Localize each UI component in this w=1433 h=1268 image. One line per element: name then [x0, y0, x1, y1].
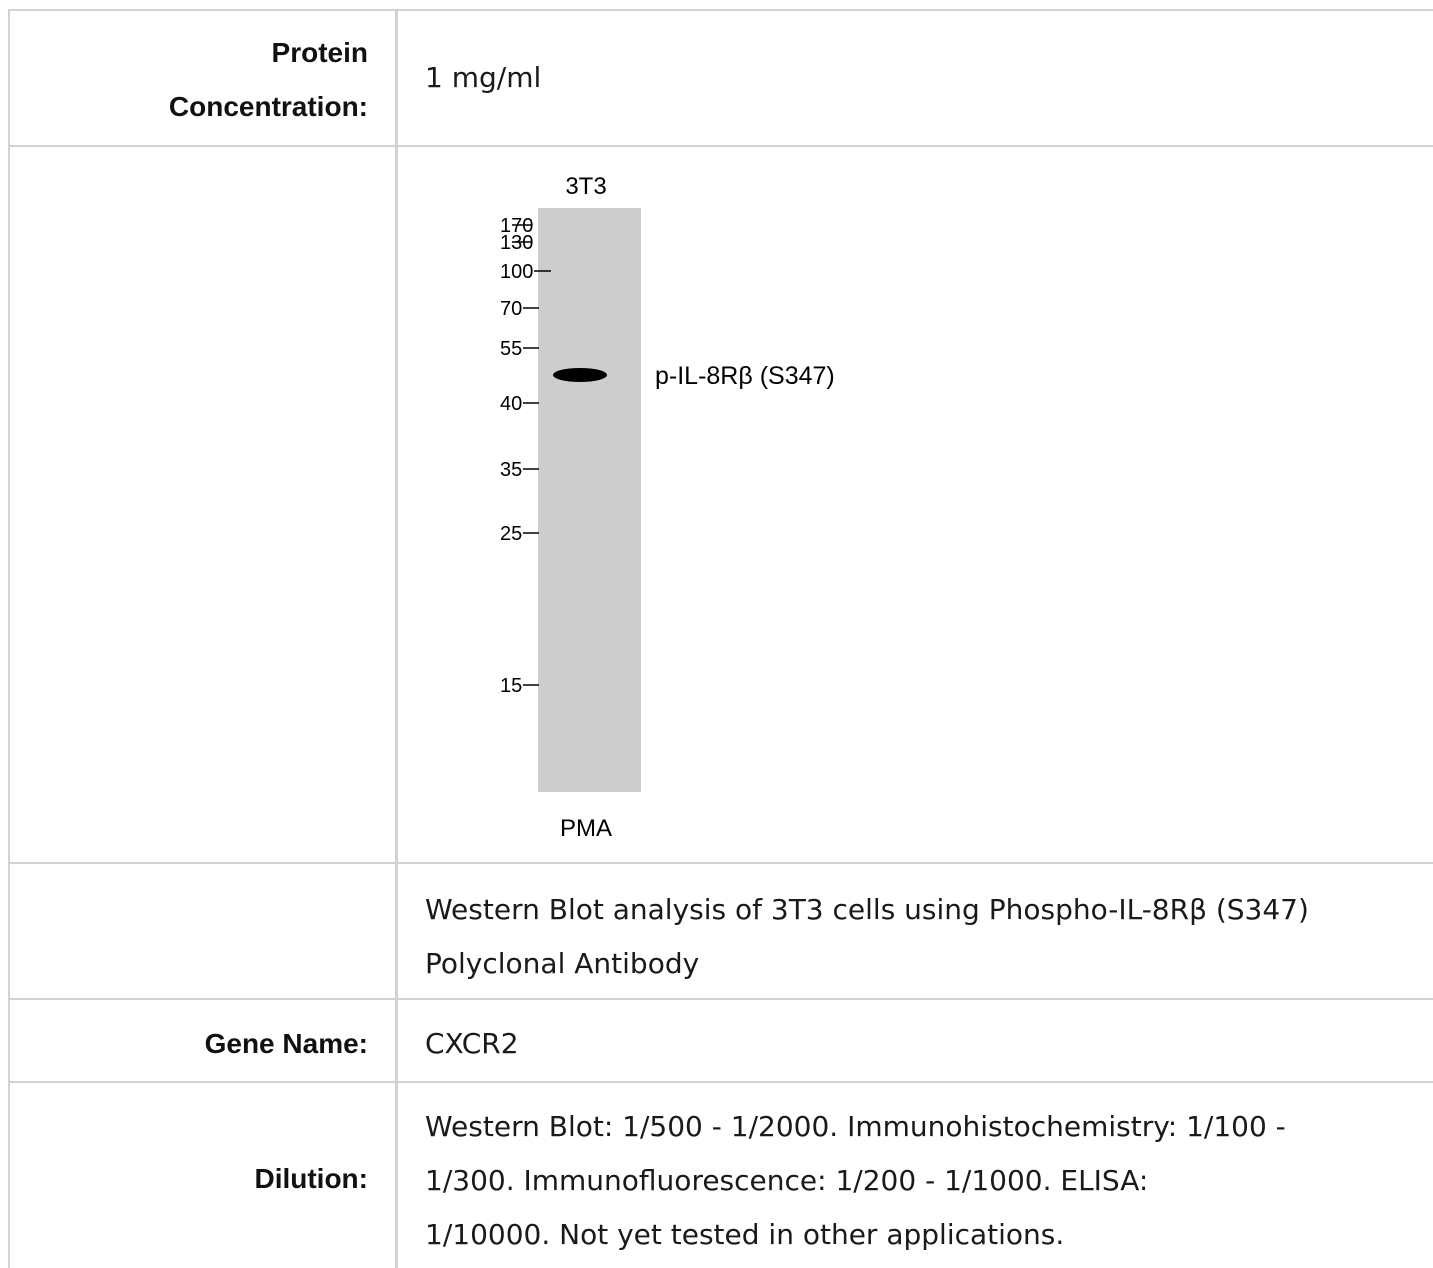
dilution-line2: 1/300. Immunofluorescence: 1/200 - 1/100… [425, 1164, 1149, 1197]
gene-name-value: CXCR2 [425, 1027, 519, 1060]
table-border-top [8, 9, 1433, 11]
marker-label-100: 100 [500, 261, 533, 283]
gene-name-label: Gene Name: [204, 1028, 368, 1059]
figure-caption: Western Blot analysis of 3T3 cells using… [425, 883, 1433, 991]
western-blot-image: 3T3 p-IL-8Rβ (S347) PMA 170 130 100 70 5… [420, 160, 1020, 850]
marker-label-35: 35 [500, 459, 522, 481]
marker-label-40: 40 [500, 393, 522, 415]
dilution-label: Dilution: [254, 1163, 368, 1194]
marker-label-170: 170 [500, 215, 533, 237]
row-separator [8, 862, 1433, 864]
row-separator [8, 998, 1433, 1000]
dilution-line1: Western Blot: 1/500 - 1/2000. Immunohist… [425, 1110, 1286, 1143]
row-separator [8, 145, 1433, 147]
column-divider [395, 9, 398, 1268]
marker-label-55: 55 [500, 338, 522, 360]
row-separator [8, 1081, 1433, 1083]
protein-label-line2: Concentration: [168, 91, 368, 122]
treatment-label: PMA [560, 815, 612, 842]
protein-label-line1: Protein [271, 37, 368, 68]
protein-concentration-value: 1 mg/ml [425, 61, 542, 94]
band-label: p-IL-8Rβ (S347) [655, 362, 835, 390]
marker-label-130: 130 [500, 232, 533, 254]
marker-label-70: 70 [500, 298, 522, 320]
dilution-line3: 1/10000. Not yet tested in other applica… [425, 1218, 1065, 1251]
blot-lane [538, 208, 641, 792]
dilution-value: Western Blot: 1/500 - 1/2000. Immunohist… [425, 1100, 1433, 1262]
table-border-left [8, 9, 10, 1268]
marker-label-15: 15 [500, 675, 522, 697]
marker-label-25: 25 [500, 523, 522, 545]
caption-line1: Western Blot analysis of 3T3 cells using… [425, 893, 1309, 926]
protein-band [553, 368, 607, 382]
caption-line2: Polyclonal Antibody [425, 947, 700, 980]
lane-header: 3T3 [565, 173, 606, 200]
protein-concentration-label: Protein Concentration: [10, 26, 368, 134]
